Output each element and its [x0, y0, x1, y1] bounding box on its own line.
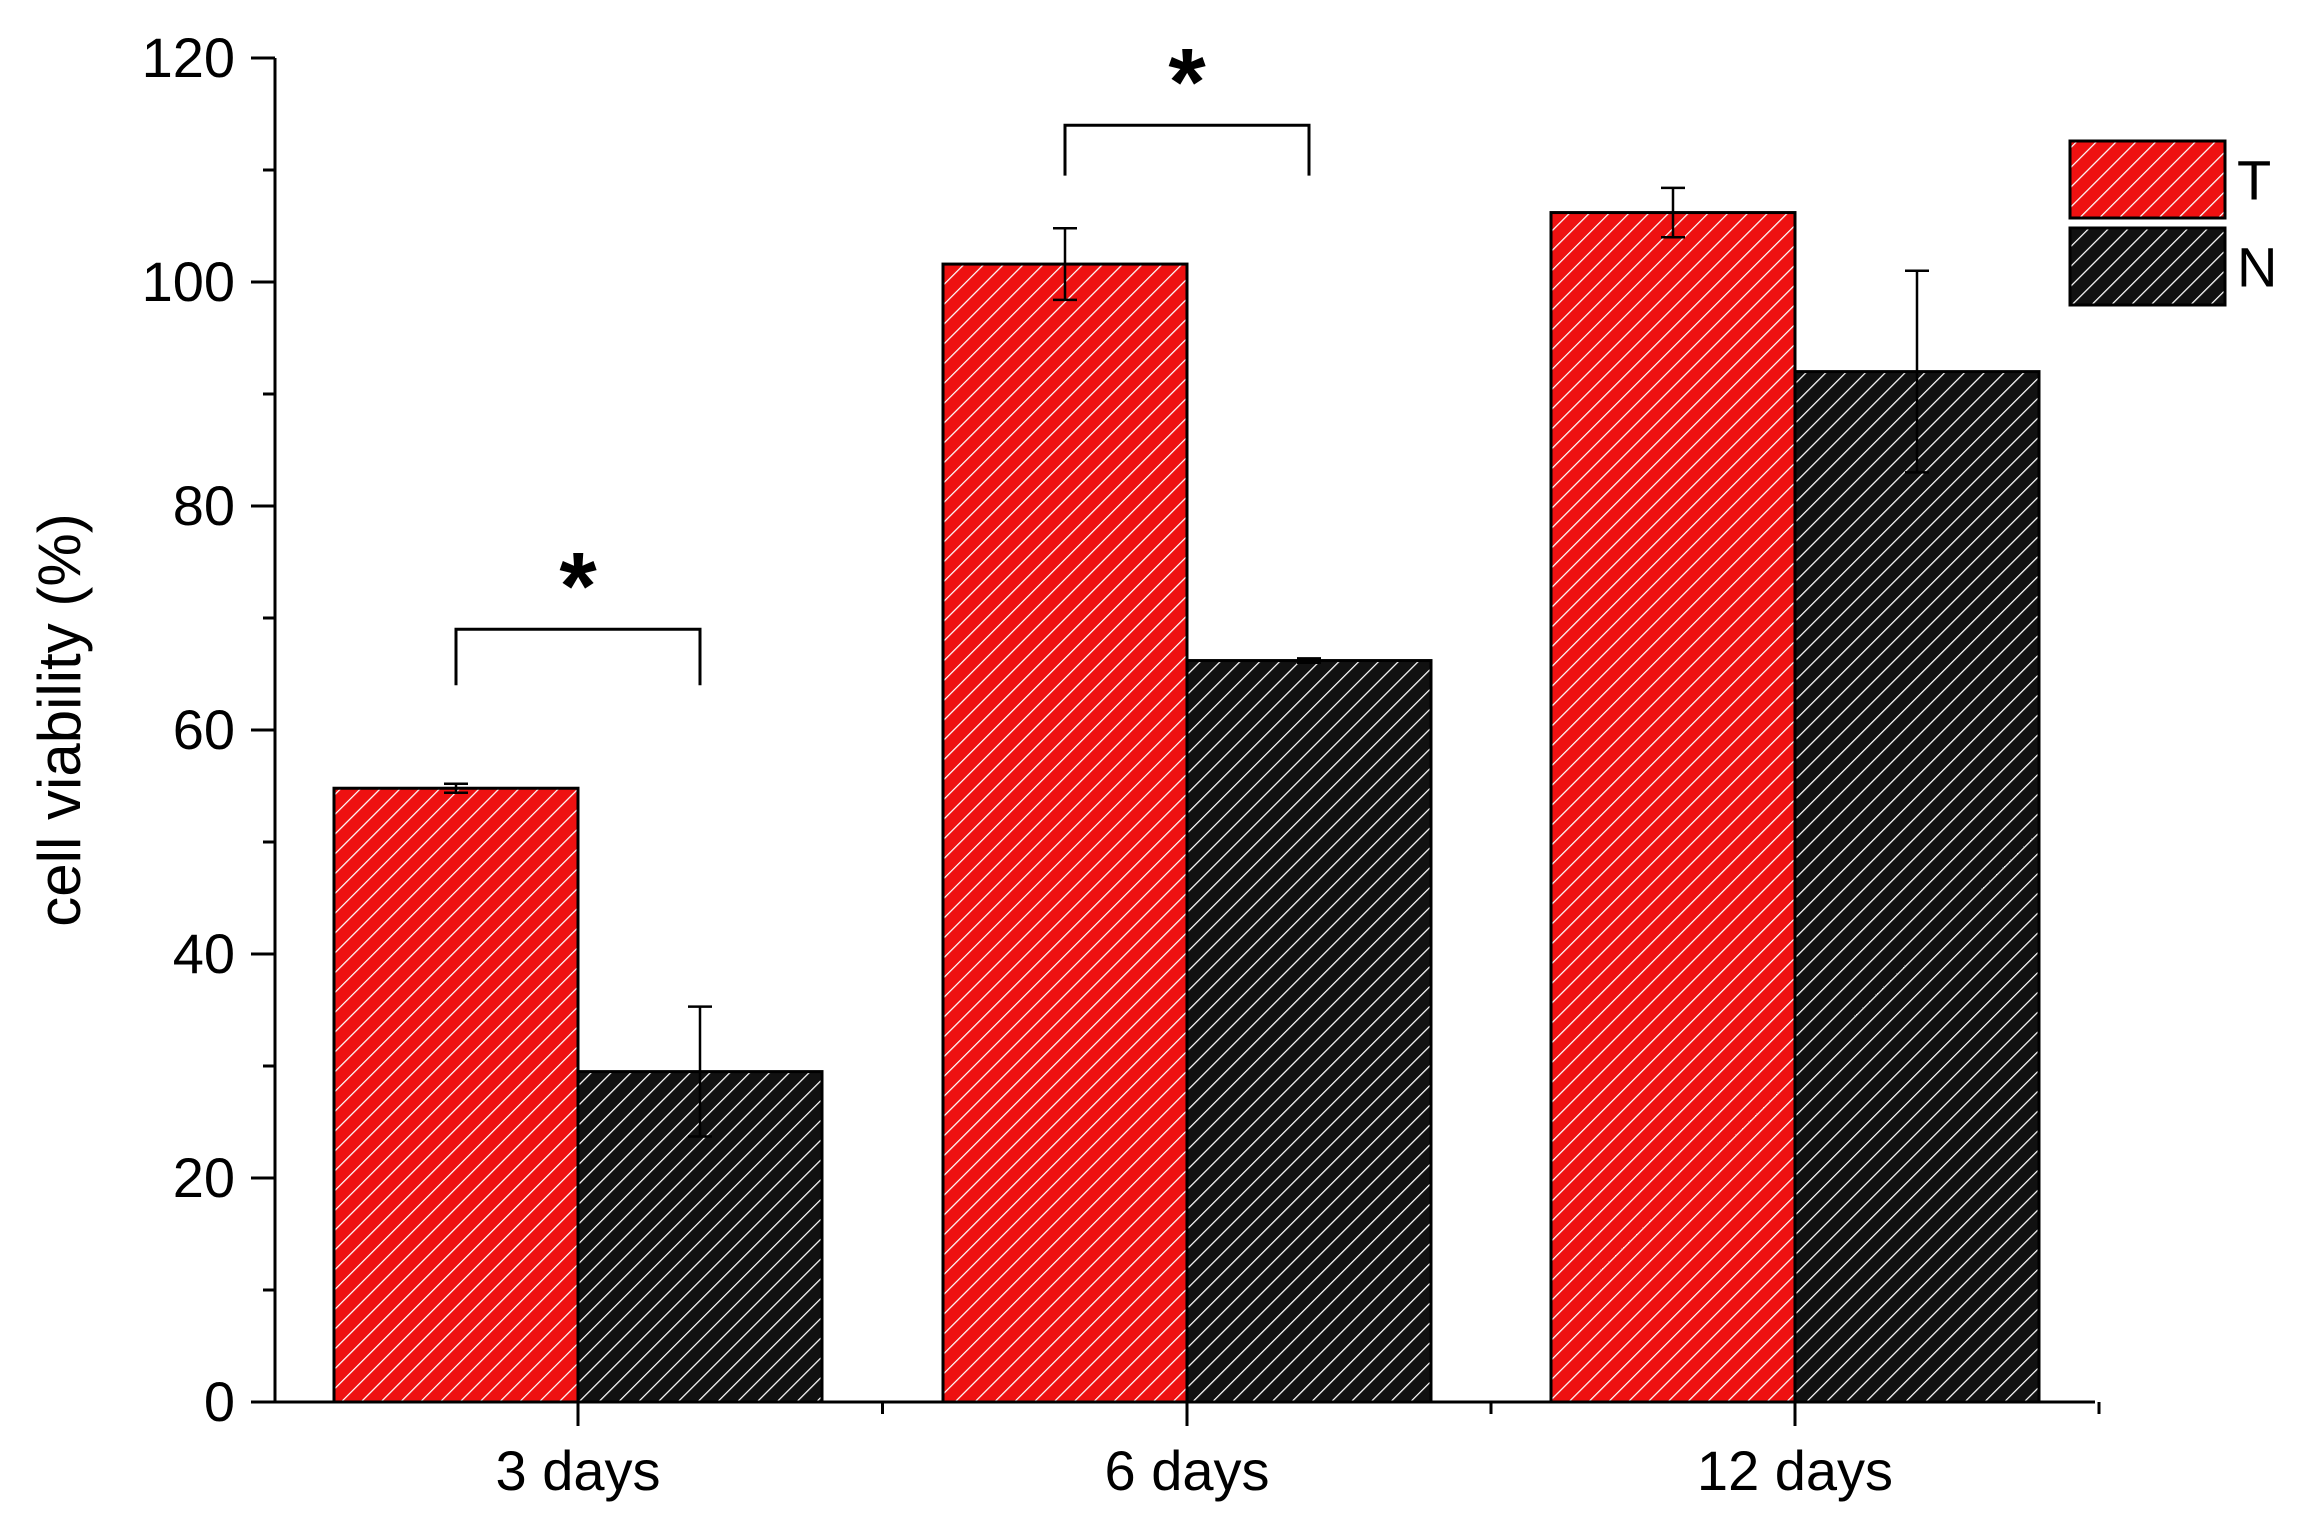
x-tick-label-1: 3 days: [496, 1439, 661, 1502]
bar-n-2: [1185, 659, 1433, 1404]
x-tick-label-3: 12 days: [1697, 1439, 1893, 1502]
legend: TN: [2068, 139, 2277, 307]
significance-star-2: *: [1168, 29, 1206, 136]
y-tick-label-20: 20: [173, 1146, 235, 1209]
y-tick-label-0: 0: [204, 1370, 235, 1433]
y-tick-label-80: 80: [173, 474, 235, 537]
annotations-layer: **: [454, 29, 1311, 686]
legend-label-n: N: [2237, 236, 2277, 299]
legend-label-t: T: [2237, 149, 2271, 212]
significance-star-1: *: [559, 533, 597, 640]
y-tick-label-40: 40: [173, 922, 235, 985]
error-bars-layer: [444, 186, 1929, 1138]
bar-t-3: [1549, 211, 1797, 1404]
significance-bracket-1: [454, 627, 702, 686]
y-tick-label-120: 120: [142, 26, 235, 89]
bar-t-2: [941, 262, 1189, 1404]
y-axis-title: cell viability (%): [26, 513, 93, 926]
axes-layer: 0 20 40 60 80 100 120 3 days 6 days 12 days: [142, 26, 2101, 1502]
bars-layer: [332, 211, 2041, 1404]
significance-bracket-2: [1063, 123, 1311, 176]
y-tick-label-60: 60: [173, 698, 235, 761]
bar-n-3: [1793, 370, 2041, 1404]
legend-swatch-t: [2068, 139, 2227, 220]
legend-swatch-n: [2068, 226, 2227, 307]
bar-t-1: [332, 786, 580, 1404]
y-tick-label-100: 100: [142, 250, 235, 313]
x-tick-label-2: 6 days: [1105, 1439, 1270, 1502]
